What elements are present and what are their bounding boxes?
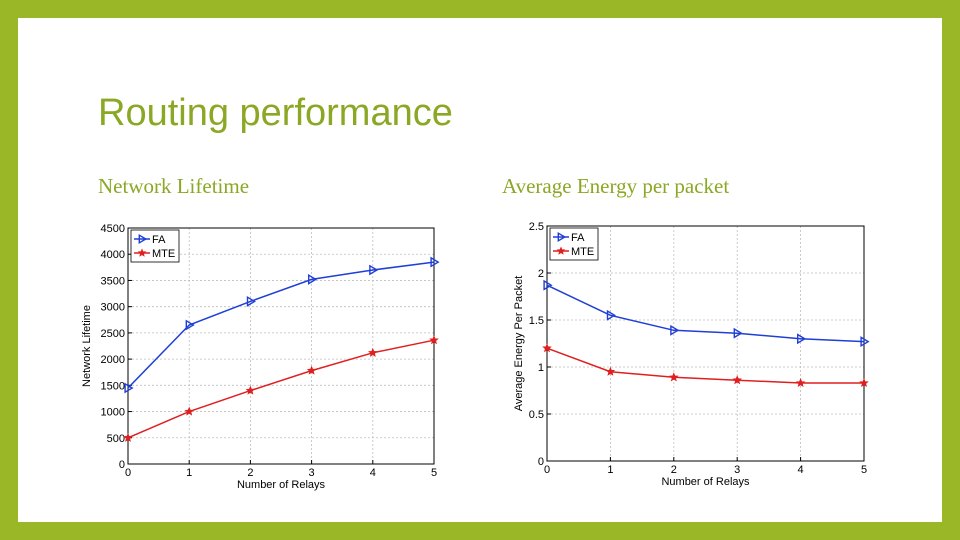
y-tick-label: 3000 (101, 302, 125, 314)
x-tick-label: 3 (309, 467, 315, 479)
data-point-mte (732, 375, 742, 385)
x-axis-label: Number of Relays (237, 479, 326, 491)
data-point-mte (184, 406, 194, 416)
data-point-mte (245, 385, 256, 395)
x-tick-label: 2 (671, 464, 677, 476)
y-tick-label: 1000 (101, 407, 125, 419)
data-point-mte (795, 378, 806, 388)
data-point-mte (859, 378, 869, 388)
series-fa (124, 256, 440, 394)
legend-marker-mte (556, 246, 566, 255)
energy-per-packet-chart: 0 1 2 3 4 5 0 0.5 1 1.5 2 2.5 Number of Relays Averag… (513, 221, 870, 488)
plot-area (547, 226, 864, 461)
x-tick-label: 4 (798, 464, 804, 476)
network-lifetime-heading: Network Lifetime (98, 174, 250, 198)
data-point-fa (369, 264, 379, 276)
data-point-fa (733, 327, 743, 339)
x-axis-label: Number of Relays (661, 476, 750, 488)
y-tick-label: 4000 (101, 249, 125, 261)
series-line-mte (127, 339, 435, 439)
data-point-fa (246, 295, 256, 307)
data-point-mte (669, 372, 679, 382)
x-tick-label: 1 (607, 464, 613, 476)
x-tick-label: 5 (861, 464, 867, 476)
x-tick-label: 0 (125, 467, 131, 479)
y-tick-label: 1 (538, 362, 544, 374)
data-point-fa (124, 382, 134, 394)
series-mte (542, 343, 869, 388)
legend-label-fa: FA (152, 234, 166, 246)
data-point-fa (185, 319, 195, 331)
x-tick-label: 2 (247, 467, 253, 479)
page-title: Routing performance (98, 92, 453, 134)
data-point-fa (606, 309, 616, 321)
data-point-mte (306, 365, 317, 375)
series-line-fa (546, 284, 865, 343)
y-tick-label: 0 (538, 456, 544, 468)
y-tick-label: 2000 (101, 354, 125, 366)
energy-per-packet-heading: Average Energy per packet (502, 174, 730, 198)
legend-label-fa: FA (571, 232, 585, 244)
legend-marker-fa (557, 231, 567, 243)
y-axis-label: Network Lifetime (81, 305, 93, 387)
y-tick-label: 4500 (101, 223, 125, 235)
data-point-mte (368, 347, 378, 357)
data-point-fa (430, 256, 440, 268)
legend-marker-fa (138, 233, 148, 245)
x-tick-label: 4 (370, 467, 376, 479)
legend-marker-mte (137, 248, 147, 257)
series-line-mte (546, 347, 864, 384)
y-tick-label: 3500 (101, 275, 125, 287)
x-tick-label: 3 (734, 464, 740, 476)
y-tick-label: 1.5 (529, 315, 544, 327)
x-tick-label: 0 (544, 464, 550, 476)
plot-area (128, 228, 434, 464)
y-tick-label: 500 (107, 433, 125, 445)
data-point-fa (307, 273, 318, 285)
y-tick-label: 2 (538, 268, 544, 280)
series-fa (543, 279, 870, 348)
data-point-mte (429, 335, 439, 345)
series-mte (123, 335, 439, 442)
data-point-fa (860, 336, 870, 348)
data-point-mte (542, 343, 552, 353)
data-point-fa (797, 333, 807, 345)
y-tick-label: 2500 (101, 328, 125, 340)
y-axis-label: Average Energy Per Packet (513, 276, 525, 412)
axes-frame (127, 227, 435, 465)
series-line-fa (127, 261, 435, 389)
network-lifetime-chart: 0 1 2 3 4 5 0 500 1000 1500 2000 2500 3000 3500 4000 45… (81, 223, 440, 491)
x-tick-label: 5 (431, 467, 437, 479)
y-tick-label: 0.5 (529, 409, 544, 421)
legend-label-mte: MTE (152, 248, 175, 260)
y-tick-label: 1500 (101, 380, 125, 392)
data-point-mte (605, 366, 616, 376)
y-tick-label: 0 (119, 459, 125, 471)
x-tick-label: 1 (186, 467, 192, 479)
y-tick-label: 2.5 (529, 221, 544, 233)
data-point-mte (123, 432, 133, 442)
data-point-fa (543, 279, 553, 291)
legend-label-mte: MTE (571, 246, 594, 258)
data-point-fa (670, 324, 680, 336)
